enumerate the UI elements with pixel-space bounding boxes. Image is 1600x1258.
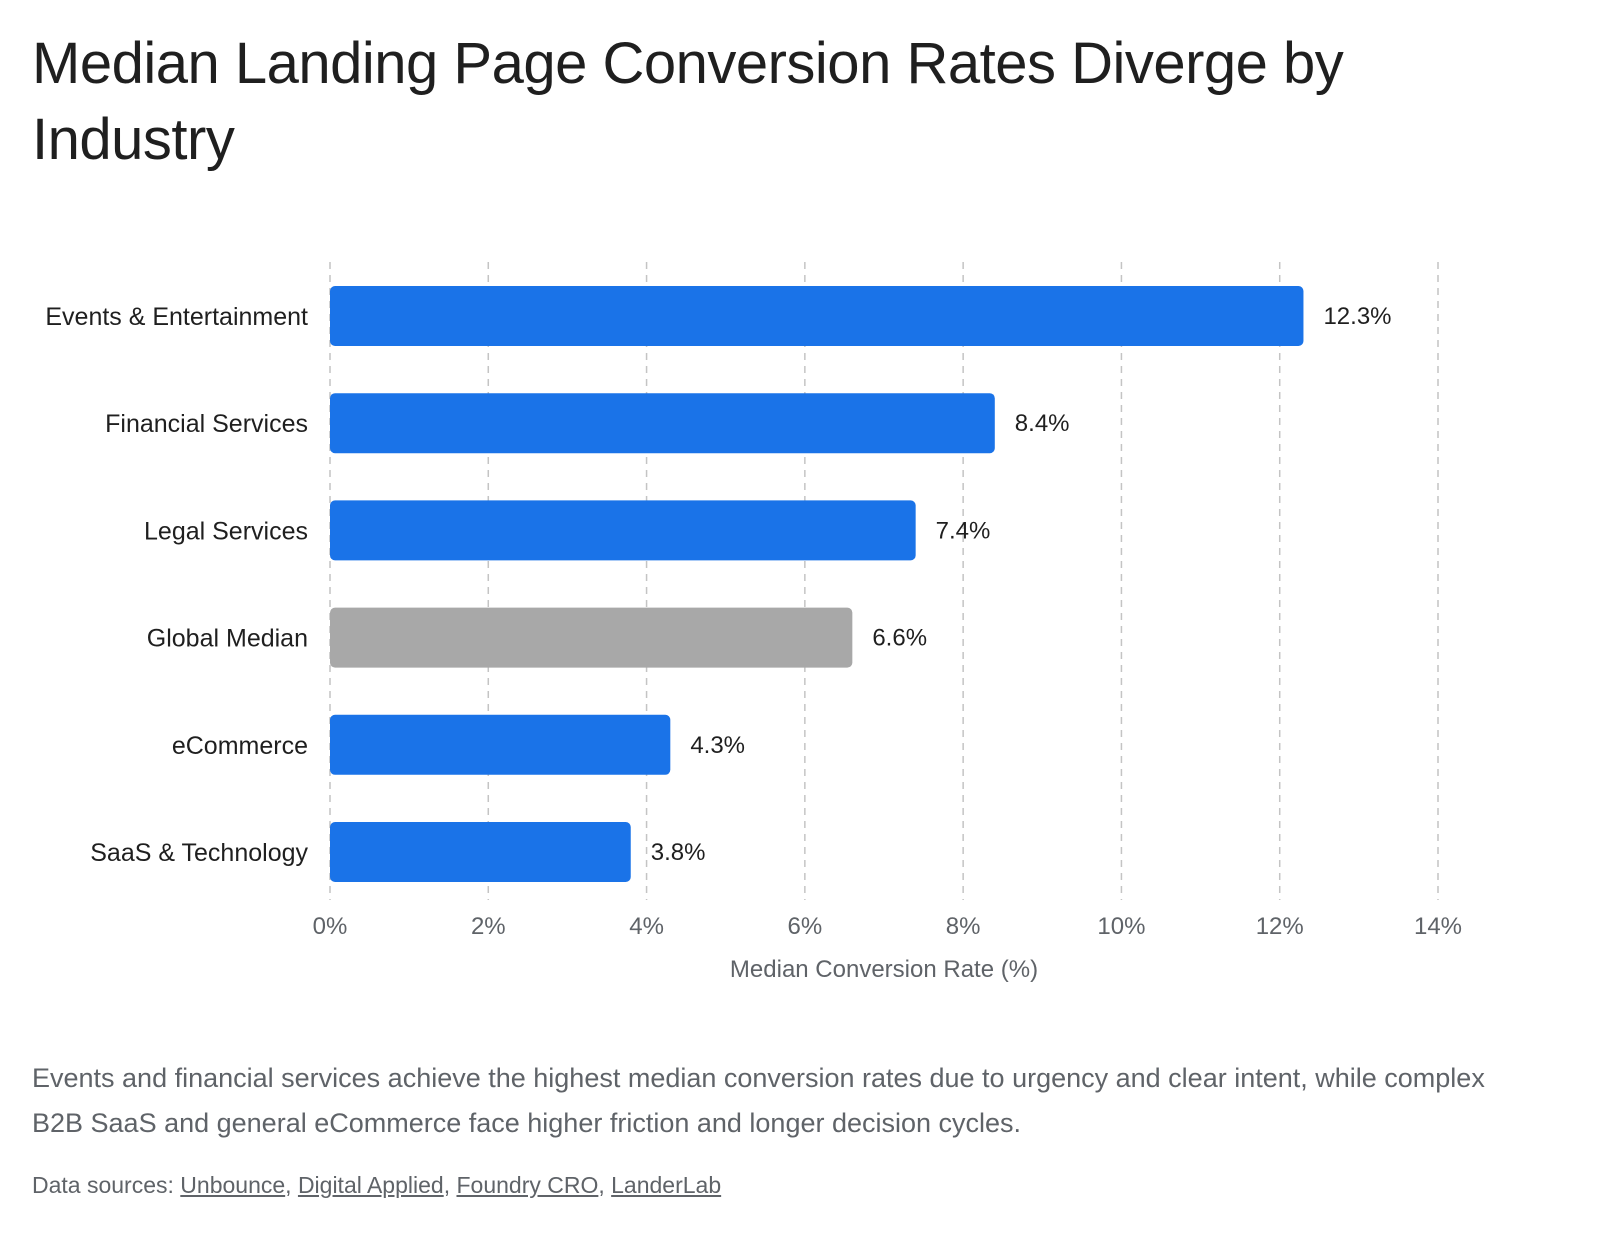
x-tick-label: 6% bbox=[788, 913, 823, 940]
sources-separator: , bbox=[285, 1172, 298, 1198]
source-link-unbounce[interactable]: Unbounce bbox=[180, 1172, 286, 1198]
x-axis-ticks: 0% 2% 4% 6% 8% 10% 12% 14% bbox=[313, 913, 1462, 940]
chart-title: Median Landing Page Conversion Rates Div… bbox=[32, 31, 1344, 172]
bars bbox=[330, 286, 1304, 882]
source-link-foundry-cro[interactable]: Foundry CRO bbox=[456, 1172, 599, 1198]
x-tick-label: 10% bbox=[1097, 913, 1145, 940]
value-label: 7.4% bbox=[936, 517, 991, 544]
x-tick-label: 14% bbox=[1414, 913, 1462, 940]
sources-separator: , bbox=[443, 1172, 457, 1198]
x-tick-label: 12% bbox=[1256, 913, 1304, 940]
source-link-digital-applied[interactable]: Digital Applied bbox=[297, 1172, 444, 1198]
category-label: Financial Services bbox=[105, 410, 308, 438]
x-tick-label: 0% bbox=[313, 913, 348, 940]
value-label: 6.6% bbox=[872, 625, 927, 652]
category-labels: Events & Entertainment Financial Services… bbox=[45, 303, 308, 867]
x-tick-label: 8% bbox=[946, 913, 981, 940]
data-sources: Data sources: Unbounce, Digital Applied,… bbox=[32, 1170, 721, 1200]
bar bbox=[330, 714, 671, 775]
gridlines bbox=[329, 262, 1439, 900]
value-label: 4.3% bbox=[690, 732, 745, 759]
bar bbox=[330, 822, 631, 882]
bar bbox=[330, 286, 1304, 346]
category-label: eCommerce bbox=[172, 732, 308, 760]
category-label: Global Median bbox=[147, 625, 308, 653]
x-axis-title: Median Conversion Rate (%) bbox=[730, 956, 1038, 983]
value-label: 12.3% bbox=[1323, 303, 1391, 330]
value-label: 8.4% bbox=[1015, 410, 1070, 437]
chart-caption: Events and financial services achieve th… bbox=[32, 1063, 1485, 1138]
value-labels: 12.3% 8.4% 7.4% 6.6% 4.3% 3.8% bbox=[651, 303, 1392, 866]
category-label: SaaS & Technology bbox=[90, 839, 308, 867]
category-label: Events & Entertainment bbox=[45, 303, 308, 331]
value-label: 3.8% bbox=[651, 839, 706, 866]
category-label: Legal Services bbox=[144, 517, 308, 545]
sources-prefix: Data sources: bbox=[32, 1172, 181, 1198]
x-tick-label: 2% bbox=[471, 913, 506, 940]
bar bbox=[330, 500, 916, 561]
x-tick-label: 4% bbox=[629, 913, 664, 940]
sources-separator: , bbox=[598, 1172, 612, 1198]
source-link-landerlab[interactable]: LanderLab bbox=[611, 1172, 722, 1198]
bar bbox=[330, 393, 995, 454]
bar bbox=[330, 607, 853, 668]
